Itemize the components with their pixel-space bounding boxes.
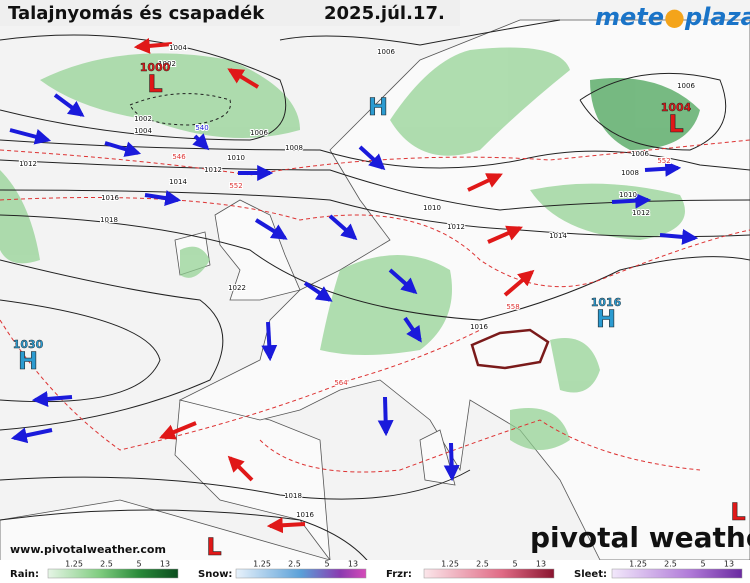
legend-tick: 5 [136, 560, 141, 569]
thickness-lines [0, 139, 750, 473]
isobar-label: 1016 [101, 194, 119, 202]
hungary-outline [470, 328, 550, 370]
land [0, 19, 750, 580]
isobar-label: 1008 [285, 144, 303, 152]
center-letter: L [668, 110, 683, 138]
isobar-label: 1006 [377, 48, 395, 56]
header-bar [0, 0, 460, 26]
title: Talajnyomás és csapadék [8, 3, 265, 24]
legend-name: Frzr: [386, 569, 412, 579]
legend-scale [423, 568, 555, 579]
center-letter: H [596, 305, 616, 333]
legend-tick: 2.5 [664, 560, 677, 569]
isobar-label: 1014 [169, 178, 187, 186]
isobar-label: 1010 [619, 191, 637, 199]
isobar-label: 546 [172, 153, 186, 161]
center-value: 1016 [591, 296, 622, 309]
legend-scale [47, 568, 179, 579]
legend-tick: 1.25 [253, 560, 271, 569]
isobar-label: 1016 [470, 323, 488, 331]
legend-scale [611, 568, 743, 579]
isobar-label: 552 [229, 182, 242, 190]
center-letter: L [147, 70, 162, 98]
isobar-label: 1022 [228, 284, 246, 292]
center-value: 1004 [661, 101, 692, 114]
legend-tick: 5 [700, 560, 705, 569]
legend-name: Snow: [198, 569, 232, 579]
url: www.pivotalweather.com [10, 543, 166, 556]
date: 2025.júl.17. [324, 3, 445, 24]
logo-dot: ● [664, 3, 685, 31]
isobar-label: 540 [195, 124, 208, 132]
isobar-label: 1002 [134, 115, 152, 123]
legend-tick: 1.25 [65, 560, 83, 569]
legend-tick: 5 [324, 560, 329, 569]
center-letter: L [206, 533, 221, 561]
isobar-label: 1004 [169, 44, 187, 52]
isobar-label: 1004 [134, 127, 152, 135]
legend-tick: 2.5 [476, 560, 489, 569]
isobar-label: 1002 [158, 60, 176, 68]
isobar-label: 1010 [227, 154, 245, 162]
isobar-label: 1012 [447, 223, 465, 231]
logo-left: mete [595, 3, 664, 31]
legend-bar [0, 560, 750, 579]
legend-tick: 2.5 [100, 560, 113, 569]
isobar-label: 1012 [204, 166, 222, 174]
isobar-label: 1006 [250, 129, 268, 137]
legend: Rain: 1.25 2.5 5 13 Snow: 1.25 2.5 5 13 Frzr: 1.25 2… [10, 560, 743, 580]
isobar-label: 558 [506, 303, 519, 311]
logo: mete●plaza [595, 3, 750, 31]
isobar-label: 1008 [621, 169, 639, 177]
center-letter: L [730, 498, 745, 526]
center-letter: H [368, 93, 388, 121]
isobar-label: 1018 [284, 492, 302, 500]
isobar-label: 1012 [632, 209, 650, 217]
isobar-label: 1012 [19, 160, 37, 168]
isobar-label: 1018 [100, 216, 118, 224]
legend-tick: 13 [348, 560, 358, 569]
legend-scale [235, 568, 367, 579]
isobar-label: 1016 [296, 511, 314, 519]
isobar-label: 1006 [677, 82, 695, 90]
legend-name: Rain: [10, 569, 39, 579]
center-value: 1030 [13, 338, 44, 351]
center-value: 1000 [140, 61, 171, 74]
legend-name: Sleet: [574, 569, 607, 579]
legend-tick: 13 [160, 560, 170, 569]
isobar-label: 1006 [631, 150, 649, 158]
isobar-label: 1010 [423, 204, 441, 212]
legend-tick: 1.25 [441, 560, 459, 569]
isobar-label: 552 [657, 157, 670, 165]
legend-tick: 2.5 [288, 560, 301, 569]
legend-tick: 13 [724, 560, 734, 569]
isobar-label: 564 [334, 379, 348, 387]
legend-tick: 13 [536, 560, 546, 569]
center-letter: H [18, 347, 38, 375]
legend-tick: 5 [512, 560, 517, 569]
brand: pivotal weather [530, 521, 750, 554]
logo-right: plaza [684, 3, 750, 31]
legend-tick: 1.25 [629, 560, 647, 569]
isobar-labels: 1004 1002 1002 1004 540 1006 1006 1008 1010 546 10… [18, 43, 696, 520]
isobar-label: 1014 [549, 232, 567, 240]
wind-arrows [9, 37, 699, 534]
isobars [0, 19, 750, 580]
